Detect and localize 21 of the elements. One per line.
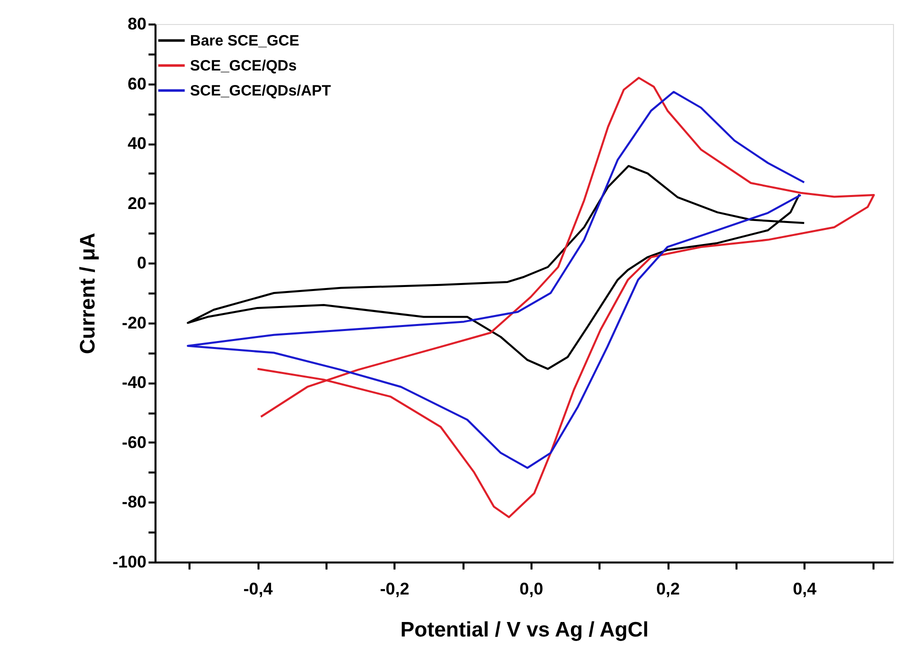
x-tick-label: 0,0: [520, 580, 544, 598]
legend-label: SCE_GCE/QDs: [190, 58, 297, 74]
x-tick-label: 0,2: [656, 580, 680, 598]
y-tick-label: -80: [122, 492, 146, 512]
line-series: [186, 164, 806, 370]
x-tick-label: 0,4: [792, 580, 818, 598]
y-axis-title: Current / μA: [76, 232, 100, 354]
y-tick-label: 20: [128, 194, 146, 213]
y-tick-label: -60: [122, 432, 146, 452]
x-tick-label: -0,2: [380, 580, 410, 598]
y-tick-label: -100: [112, 552, 146, 572]
y-tick-label: 60: [128, 74, 146, 94]
y-tick-label: -40: [122, 373, 146, 392]
legend-label: Bare SCE_GCE: [190, 32, 300, 50]
x-tick-label: -0,4: [243, 580, 274, 598]
y-tick-label: 40: [128, 134, 146, 154]
y-tick-label: 80: [128, 14, 146, 34]
legend-label: SCE_GCE/QDs/APT: [190, 82, 331, 100]
y-tick-label: -20: [122, 313, 146, 332]
x-axis-title: Potential / V vs Ag / AgCl: [400, 618, 649, 642]
y-tick-label: 0: [137, 254, 146, 273]
